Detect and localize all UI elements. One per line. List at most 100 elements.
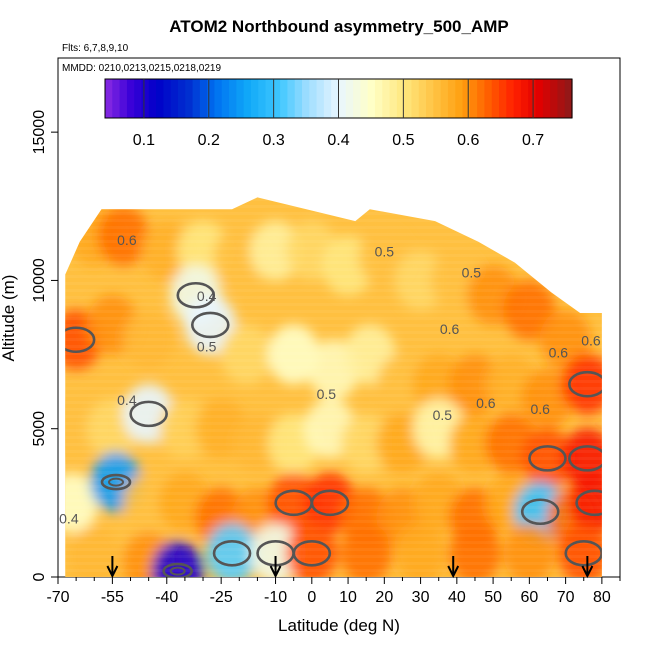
contour-ring-65	[292, 539, 332, 567]
colorbar-swatch-40	[396, 79, 405, 118]
colorbar-swatch-38	[382, 79, 391, 118]
colorbar-tick-label-1: 0.2	[198, 132, 220, 149]
heatmap-cell-70	[557, 523, 602, 578]
colorbar-swatch-8	[163, 79, 172, 118]
flights-label: Flts: 6,7,8,9,10	[62, 43, 129, 54]
colorbar-swatch-42	[411, 79, 420, 118]
x-tick-label-11: 60	[520, 589, 538, 606]
y-tick-label-1: 5000	[31, 411, 48, 447]
colorbar-tick-label-6: 0.7	[522, 132, 544, 149]
colorbar-swatch-32	[338, 79, 347, 118]
heatmap-cell-25	[448, 354, 501, 415]
flight-arrow-0	[106, 556, 119, 579]
x-tick-label-2: -40	[155, 589, 178, 606]
heatmap-cell-50	[267, 472, 320, 533]
colorbar-swatch-13	[199, 79, 208, 118]
colorbar-swatch-20	[250, 79, 259, 118]
colorbar-swatch-30	[323, 79, 332, 118]
colorbar-swatch-54	[499, 79, 507, 118]
colorbar-swatch-25	[287, 79, 296, 118]
heatmap-cell-67	[394, 523, 447, 578]
colorbar-swatch-9	[170, 79, 179, 118]
colorbar-swatch-17	[229, 79, 237, 118]
x-tick-label-6: 10	[339, 589, 357, 606]
contour-ring-51	[310, 489, 350, 517]
heatmap-cell-9	[394, 250, 447, 311]
heatmap-cell-69	[503, 523, 556, 578]
colorbar-swatch-3	[126, 79, 135, 118]
contour-ring-14	[65, 326, 96, 354]
contour-label-2: 0.5	[197, 339, 217, 355]
flight-arrow-2	[447, 556, 460, 579]
heatmap-cell-46	[122, 472, 175, 533]
contour-label-5: 0.5	[375, 244, 395, 260]
y-axis: 0 5000 10000 15000	[31, 110, 58, 581]
colorbar-swatch-27	[302, 79, 310, 118]
x-tick-label-10: 50	[484, 589, 502, 606]
heatmap-cell-43	[561, 428, 602, 489]
heatmap	[65, 197, 602, 578]
contour-label-9: 0.6	[476, 395, 496, 411]
contour-ring-70	[564, 539, 602, 567]
contour-label-3: 0.4	[117, 392, 137, 408]
heatmap-cell-64	[249, 523, 302, 578]
colorbar-swatch-37	[374, 79, 383, 118]
contour-ring-57	[520, 498, 560, 526]
heatmap-cell-37	[340, 413, 393, 474]
colorbar-swatch-18	[236, 79, 245, 118]
contour-ring-17	[176, 281, 216, 309]
heatmap-cell-63	[206, 523, 259, 578]
colorbar-swatch-24	[280, 79, 289, 118]
colorbar-swatch-23	[272, 79, 281, 118]
colorbar-swatch-35	[360, 79, 369, 118]
colorbar-swatch-45	[433, 79, 442, 118]
colorbar-swatch-6	[148, 79, 157, 118]
colorbar-swatch-59	[535, 79, 544, 118]
heatmap-cell-1	[97, 205, 150, 266]
x-tick-label-3: -25	[210, 589, 233, 606]
colorbar-swatch-0	[105, 79, 113, 118]
x-tick-label-5: 0	[307, 589, 316, 606]
colorbar-swatch-41	[404, 79, 413, 118]
colorbar-swatch-57	[520, 79, 529, 118]
heatmap-cell-66	[340, 523, 393, 578]
y-axis-label: Altitude (m)	[0, 275, 18, 362]
colorbar-swatch-55	[506, 79, 515, 118]
heatmap-cell-62	[151, 541, 204, 578]
colorbar-tick-label-2: 0.3	[263, 132, 285, 149]
contour-label-12: 0.6	[581, 333, 601, 349]
heatmap-cell-20	[267, 324, 320, 385]
x-tick-label-13: 80	[593, 589, 611, 606]
contour-label-8: 0.5	[433, 407, 453, 423]
heatmap-cell-42	[521, 428, 574, 489]
colorbar-swatch-29	[316, 79, 325, 118]
colorbar-swatch-7	[156, 79, 164, 118]
x-axis-label: Latitude (deg N)	[278, 616, 400, 635]
colorbar-swatch-43	[418, 79, 427, 118]
colorbar-swatch-2	[119, 79, 128, 118]
colorbar-swatch-11	[185, 79, 194, 118]
chart-title: ATOM2 Northbound asymmetry_500_AMP	[169, 17, 508, 36]
heatmap-cell-13	[539, 309, 592, 370]
heatmap-cell-32	[158, 398, 211, 459]
colorbar-swatch-12	[192, 79, 201, 118]
heatmap-cell-27	[521, 369, 574, 430]
x-tick-label-1: -55	[101, 589, 124, 606]
colorbar-swatch-5	[141, 79, 150, 118]
colorbar-swatch-15	[214, 79, 223, 118]
x-tick-label-12: 70	[557, 589, 575, 606]
heatmap-cell-2	[140, 220, 193, 281]
x-tick-label-7: 20	[375, 589, 393, 606]
heatmap-cell-19	[220, 324, 273, 385]
heatmap-cell-65	[285, 523, 338, 578]
colorbar-tick-label-3: 0.4	[327, 132, 349, 149]
contour-ring-31	[129, 400, 168, 428]
contour-label-11: 0.6	[549, 345, 569, 361]
colorbar-swatch-49	[462, 79, 471, 118]
colorbar-swatch-58	[528, 79, 537, 118]
colorbar-swatch-1	[112, 79, 121, 118]
heatmap-cell-12	[503, 280, 556, 341]
colorbar-tick-label-4: 0.5	[392, 132, 414, 149]
contour-label-7: 0.6	[440, 321, 460, 337]
